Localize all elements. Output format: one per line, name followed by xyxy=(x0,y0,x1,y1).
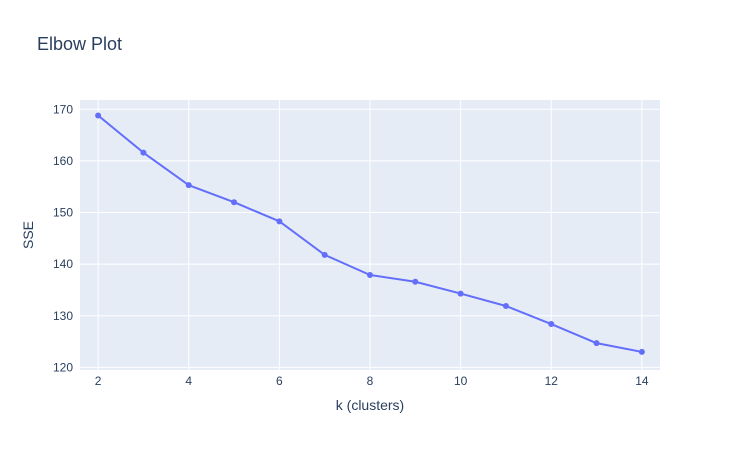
y-tick-label: 140 xyxy=(53,257,73,271)
x-axis-title: k (clusters) xyxy=(336,397,404,413)
x-tick-label: 14 xyxy=(635,374,649,388)
data-point xyxy=(548,321,555,328)
y-gridlines xyxy=(80,108,660,368)
data-point xyxy=(185,182,192,189)
x-tick-labels: 2 4 6 8 10 12 14 xyxy=(95,374,649,388)
x-tick-label: 4 xyxy=(185,374,192,388)
data-point xyxy=(457,290,464,297)
data-point xyxy=(276,218,283,225)
y-tick-label: 170 xyxy=(53,102,73,116)
x-tick-label: 2 xyxy=(95,374,102,388)
data-point xyxy=(231,199,238,206)
x-tick-label: 12 xyxy=(545,374,559,388)
y-tick-labels: 120 130 140 150 160 170 xyxy=(53,102,73,374)
data-point xyxy=(593,340,600,347)
y-tick-label: 150 xyxy=(53,206,73,220)
data-point xyxy=(140,149,147,156)
data-point xyxy=(321,251,328,258)
x-tick-label: 6 xyxy=(276,374,283,388)
y-tick-label: 130 xyxy=(53,309,73,323)
data-point xyxy=(412,278,419,285)
x-tick-label: 8 xyxy=(367,374,374,388)
data-point xyxy=(638,348,645,355)
y-tick-label: 160 xyxy=(53,154,73,168)
data-point xyxy=(95,112,102,119)
data-point xyxy=(502,302,509,309)
x-tick-label: 10 xyxy=(454,374,468,388)
y-axis-title: SSE xyxy=(20,221,36,249)
y-tick-label: 120 xyxy=(53,360,73,374)
series-group xyxy=(95,112,645,355)
data-point xyxy=(367,272,373,279)
chart-title: Elbow Plot xyxy=(37,34,122,54)
